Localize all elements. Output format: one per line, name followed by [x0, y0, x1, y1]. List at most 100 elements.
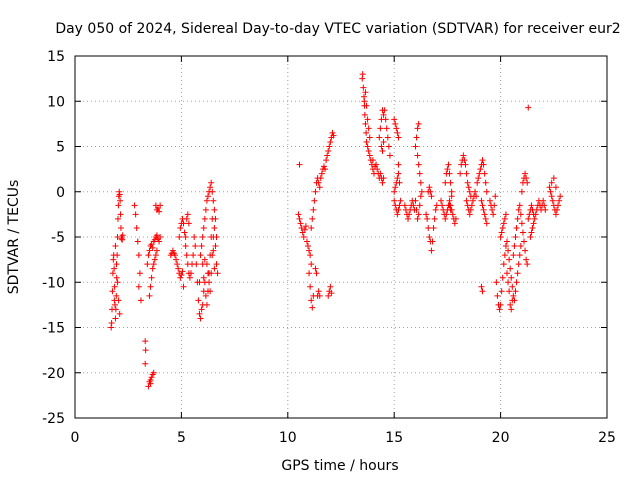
data-point [156, 238, 163, 245]
data-point [213, 261, 220, 268]
data-point [306, 270, 313, 277]
data-point [500, 261, 507, 268]
data-point [478, 283, 485, 290]
data-point [515, 261, 522, 268]
x-tick-labels: 0 5 10 15 20 25 [71, 430, 616, 446]
x-tick-label: 10 [279, 430, 297, 446]
data-point [527, 234, 534, 240]
data-point [324, 152, 331, 159]
y-tick-label: -10 [42, 275, 65, 291]
data-point [428, 193, 435, 200]
data-point [532, 211, 539, 218]
y-tick-label: 15 [47, 49, 65, 65]
data-point [493, 279, 500, 286]
data-point [157, 202, 164, 209]
data-point [202, 206, 209, 213]
data-point [196, 310, 203, 317]
data-point [112, 306, 119, 313]
data-point [113, 292, 120, 299]
data-point [385, 143, 392, 150]
data-point [313, 270, 320, 277]
data-point [307, 283, 314, 290]
data-point [525, 215, 532, 222]
data-point [145, 252, 152, 259]
data-point [426, 184, 433, 191]
data-point [193, 261, 200, 268]
data-point [509, 283, 516, 290]
data-point [512, 234, 519, 240]
data-point [503, 238, 510, 245]
data-point [117, 211, 124, 218]
data-point [366, 152, 373, 159]
data-point [213, 234, 220, 240]
data-point [483, 188, 490, 195]
data-point [113, 274, 120, 281]
data-point [516, 202, 523, 209]
data-point [523, 175, 530, 182]
data-point [152, 252, 159, 259]
data-point [457, 170, 464, 177]
data-point [524, 179, 531, 186]
data-point [446, 202, 453, 209]
data-point [169, 247, 176, 254]
data-point [191, 234, 198, 240]
data-point [432, 206, 439, 213]
data-point [480, 161, 487, 168]
x-tick-label: 0 [71, 430, 80, 446]
data-point [316, 184, 323, 191]
data-point [308, 224, 315, 231]
data-point [113, 261, 120, 268]
data-point [482, 179, 489, 186]
data-point [508, 274, 515, 281]
data-point [447, 179, 454, 186]
data-point [474, 179, 481, 186]
data-point [325, 148, 332, 155]
data-point [151, 236, 158, 243]
data-point [214, 270, 221, 277]
data-point [132, 211, 139, 218]
data-point [377, 125, 384, 132]
data-point [517, 243, 524, 250]
data-point [416, 202, 423, 209]
data-point [512, 288, 519, 295]
data-point [315, 179, 322, 186]
data-point [306, 247, 313, 254]
data-point [416, 170, 423, 177]
data-point [394, 175, 401, 182]
data-point [395, 134, 402, 141]
data-point [465, 184, 472, 191]
data-point [503, 270, 510, 277]
data-point [424, 215, 431, 222]
data-point [490, 211, 497, 218]
data-point [518, 188, 525, 195]
data-point [505, 247, 512, 254]
data-point [198, 243, 205, 250]
data-point [382, 116, 389, 123]
x-tick-label: 15 [385, 430, 403, 446]
data-point [365, 148, 372, 155]
x-tick-label: 25 [598, 430, 616, 446]
data-point [444, 166, 451, 173]
data-point [329, 129, 336, 136]
data-point [552, 211, 559, 218]
data-point [391, 188, 398, 195]
data-point [521, 238, 528, 245]
data-point [174, 261, 181, 268]
data-point [511, 243, 518, 250]
data-point [394, 211, 401, 218]
data-point [186, 274, 193, 281]
data-point [401, 202, 408, 209]
data-point [363, 129, 370, 136]
data-point [115, 202, 122, 209]
data-point [116, 191, 123, 198]
data-point [463, 197, 470, 204]
data-point [528, 229, 535, 236]
data-point [396, 179, 403, 186]
y-tick-label: -20 [42, 366, 65, 382]
data-point [380, 111, 387, 118]
data-point [150, 261, 157, 268]
data-point [365, 125, 372, 132]
data-point [429, 238, 436, 245]
data-point [463, 170, 470, 177]
data-point [210, 247, 217, 254]
